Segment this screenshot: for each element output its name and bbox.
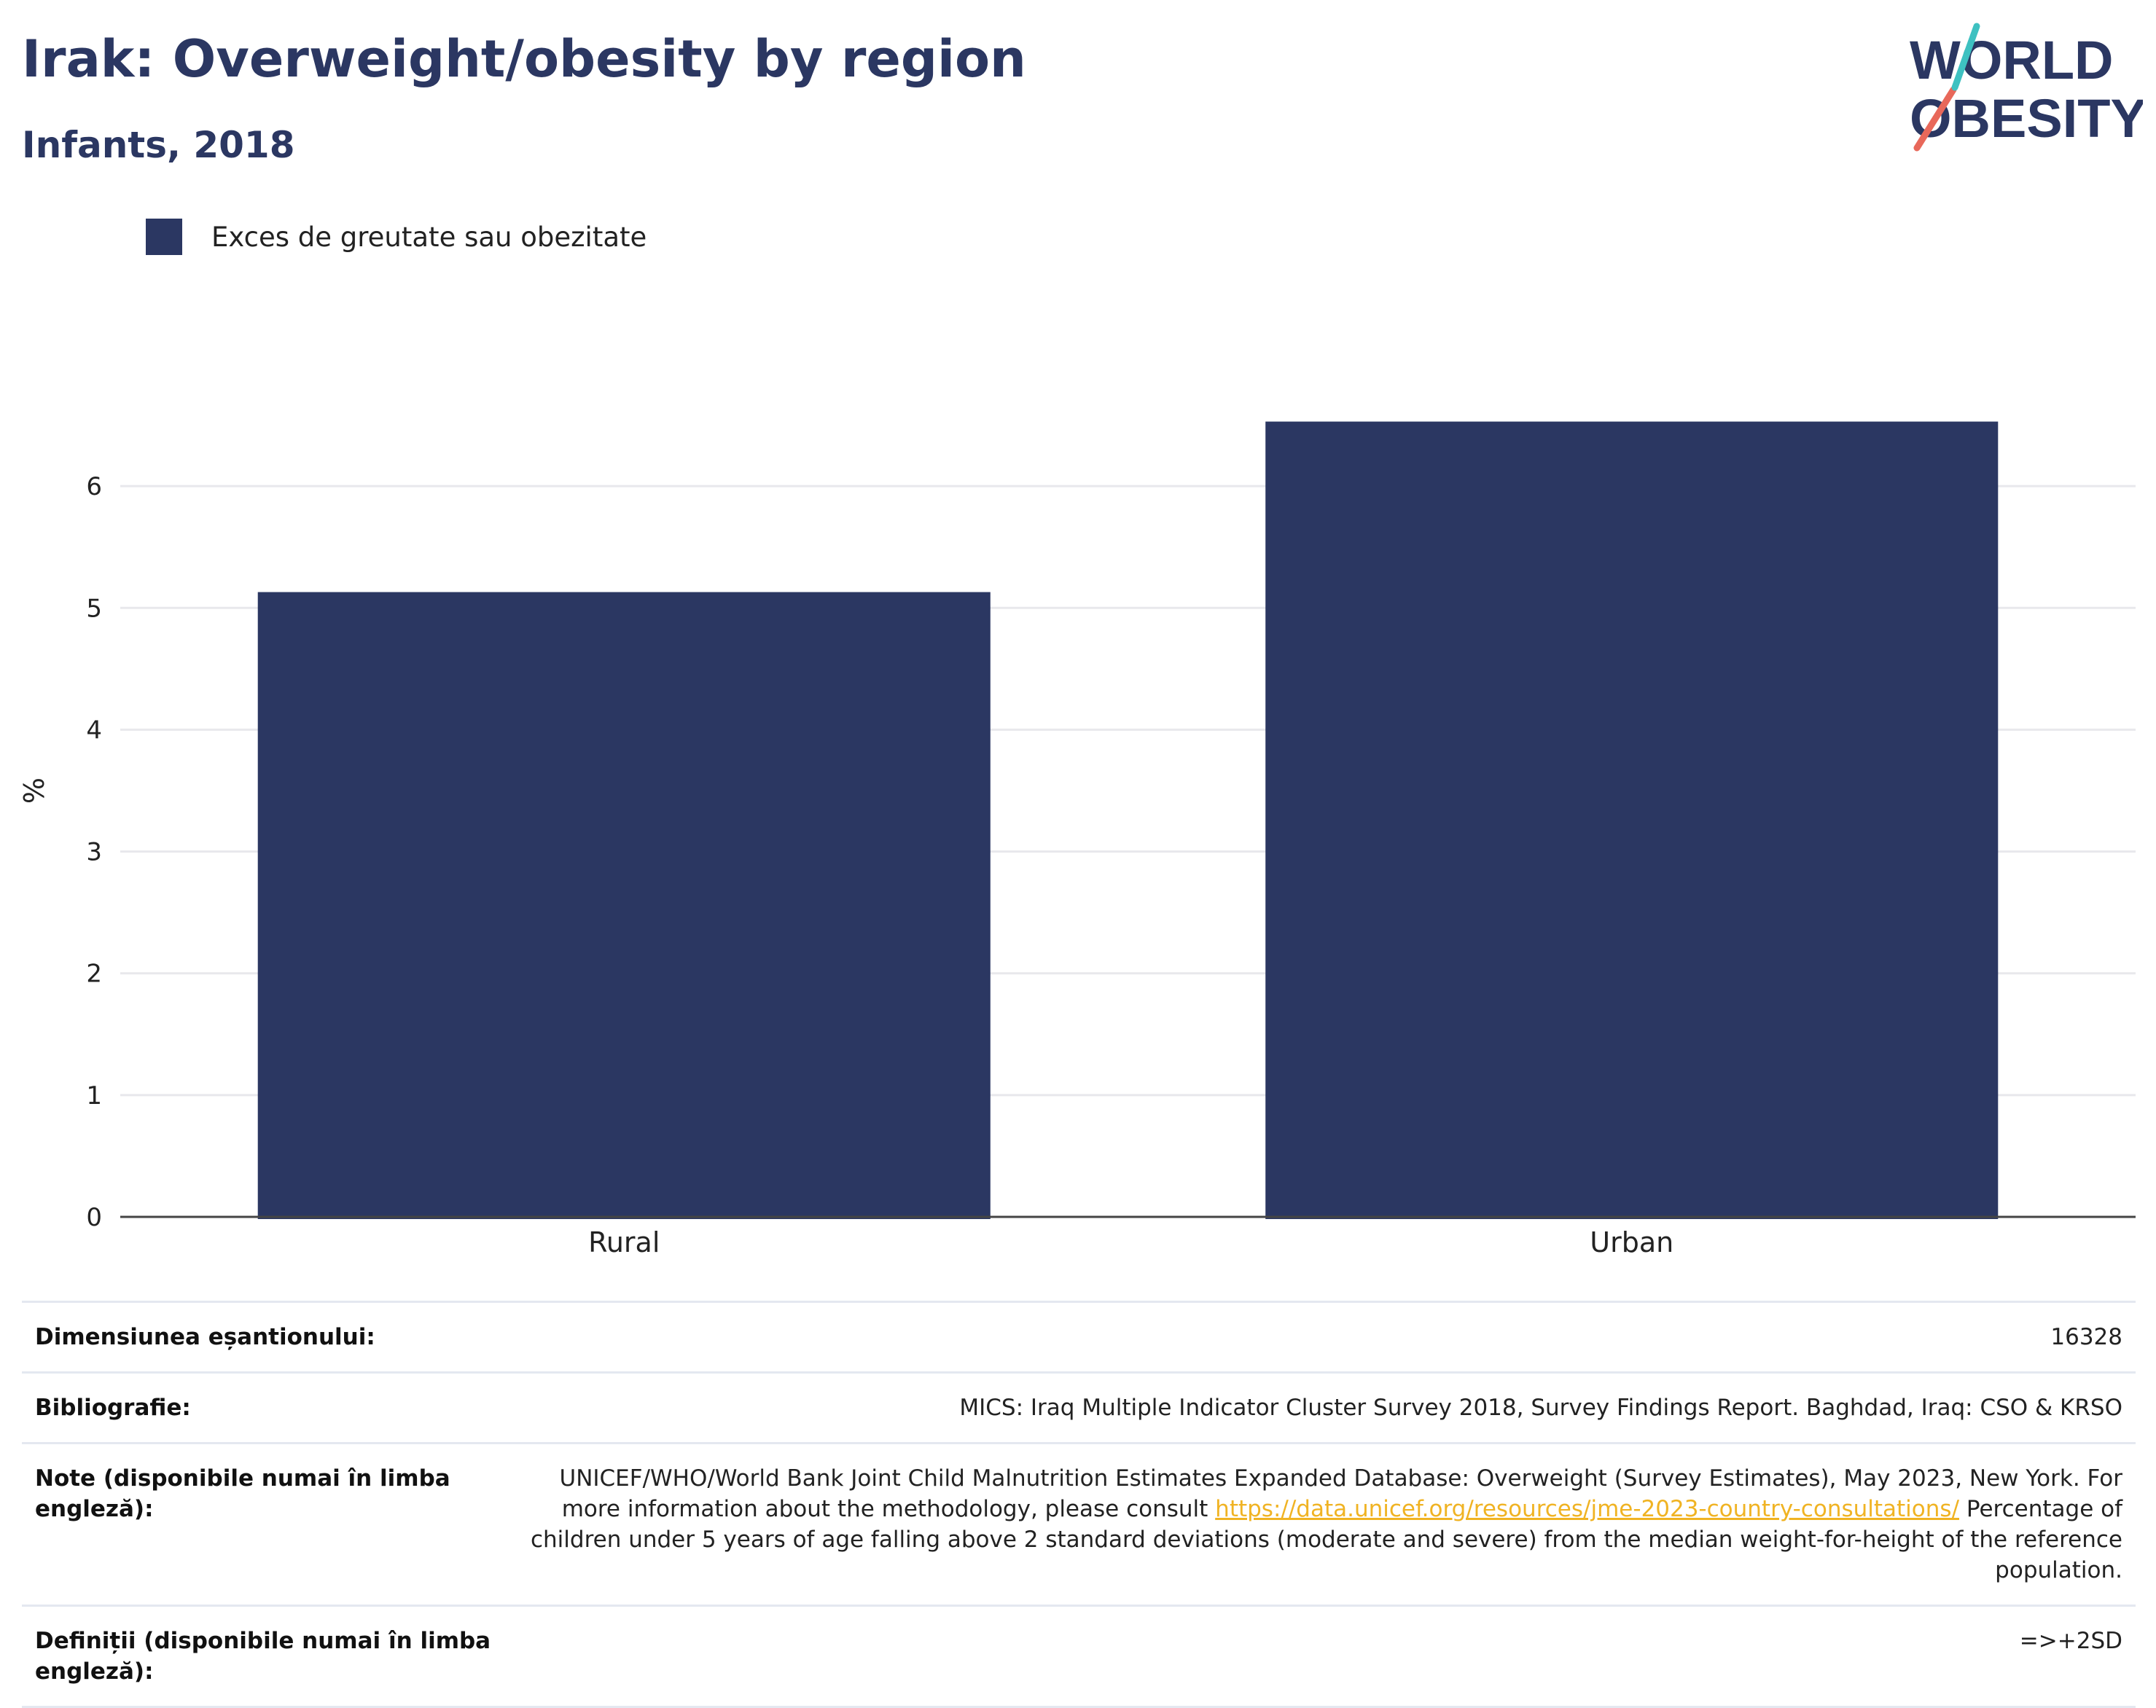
chart-subtitle: Infants, 2018 xyxy=(22,124,295,166)
logo-slash-teal xyxy=(1951,23,1980,91)
y-tick-label: 1 xyxy=(86,1081,102,1110)
info-table: Dimensiunea eșantionului: 16328 Bibliogr… xyxy=(22,1301,2136,1708)
notes-text-pre: UNICEF/WHO/World Bank Joint Child Malnut… xyxy=(559,1465,2123,1522)
y-tick-label: 0 xyxy=(86,1203,102,1232)
info-row-definitions: Definiții (disponibile numai în limba en… xyxy=(22,1605,2136,1708)
bar-urban[interactable] xyxy=(1265,421,1999,1219)
bibliography-key: Bibliografie: xyxy=(22,1371,515,1443)
logo-line1: WORLD xyxy=(1910,30,2114,90)
y-tick-label: 5 xyxy=(86,594,102,623)
sample-size-key: Dimensiunea eșantionului: xyxy=(22,1301,515,1373)
x-tick-label: Rural xyxy=(588,1226,660,1258)
y-tick-label: 3 xyxy=(86,838,102,867)
y-tick-label: 2 xyxy=(86,960,102,989)
axes: 0 1 2 3 4 5 6 Rural Urban xyxy=(86,472,2136,1258)
chart-legend[interactable]: Exces de greutate sau obezitate xyxy=(146,215,647,259)
notes-key: Note (disponibile numai în limba engleză… xyxy=(22,1442,515,1606)
methodology-link[interactable]: https://data.unicef.org/resources/jme-20… xyxy=(1215,1496,1960,1522)
bar-chart: 0 1 2 3 4 5 6 Rural Urban % xyxy=(18,421,2136,1258)
legend-label: Exces de greutate sau obezitate xyxy=(211,221,647,253)
chart-title: Irak: Overweight/obesity by region xyxy=(22,29,1026,89)
info-row-notes: Note (disponibile numai în limba engleză… xyxy=(22,1442,2136,1606)
x-tick-label: Urban xyxy=(1590,1226,1673,1258)
info-row-sample-size: Dimensiunea eșantionului: 16328 xyxy=(22,1301,2136,1373)
bar-rural[interactable] xyxy=(257,592,991,1219)
notes-value: UNICEF/WHO/World Bank Joint Child Malnut… xyxy=(515,1442,2136,1606)
sample-size-value: 16328 xyxy=(515,1301,2136,1373)
world-obesity-logo: WORLD OBESITY xyxy=(1910,23,2143,152)
legend-swatch xyxy=(146,219,182,255)
bars xyxy=(257,421,1999,1219)
y-tick-label: 4 xyxy=(86,716,102,745)
definitions-value: =>+2SD xyxy=(515,1605,2136,1708)
y-tick-label: 6 xyxy=(86,472,102,501)
y-axis-label: % xyxy=(18,777,50,804)
notes-text-post: Percentage of children under 5 years of … xyxy=(530,1496,2122,1583)
definitions-key: Definiții (disponibile numai în limba en… xyxy=(22,1605,515,1708)
logo-slash-red xyxy=(1913,86,1957,152)
bibliography-value: MICS: Iraq Multiple Indicator Cluster Su… xyxy=(515,1371,2136,1443)
info-row-bibliography: Bibliografie: MICS: Iraq Multiple Indica… xyxy=(22,1371,2136,1443)
